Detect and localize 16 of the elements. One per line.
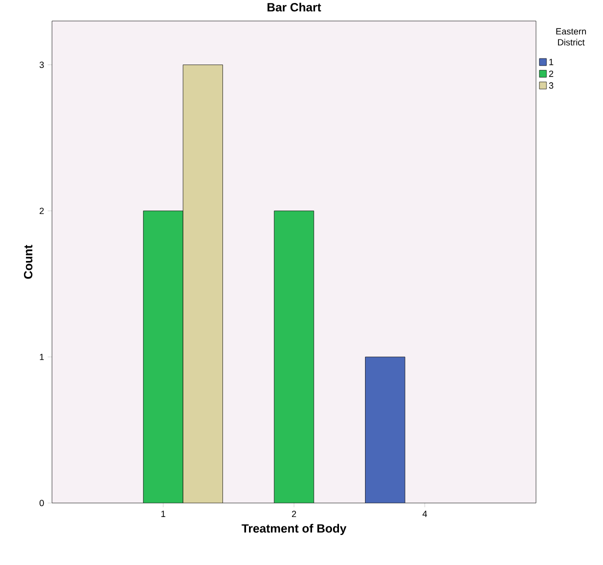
bar xyxy=(143,210,184,503)
legend-label: 1 xyxy=(549,58,554,66)
bar xyxy=(274,210,314,503)
y-tick-label: 0 xyxy=(40,500,44,506)
y-axis-title: Count xyxy=(24,244,32,279)
y-tick-label: 3 xyxy=(40,62,44,68)
legend-title: Eastern District xyxy=(556,28,586,46)
legend-label: 3 xyxy=(549,82,554,89)
x-axis-title: Treatment of Body xyxy=(242,524,346,536)
y-tick-label: 2 xyxy=(40,208,44,214)
x-tick-label: 4 xyxy=(422,510,428,517)
chart-title: Bar Chart xyxy=(268,2,322,12)
y-tick-label: 1 xyxy=(40,354,44,360)
x-tick-label: 1 xyxy=(161,510,166,517)
legend-label: 2 xyxy=(549,70,554,77)
x-tick-label: 2 xyxy=(292,510,296,518)
